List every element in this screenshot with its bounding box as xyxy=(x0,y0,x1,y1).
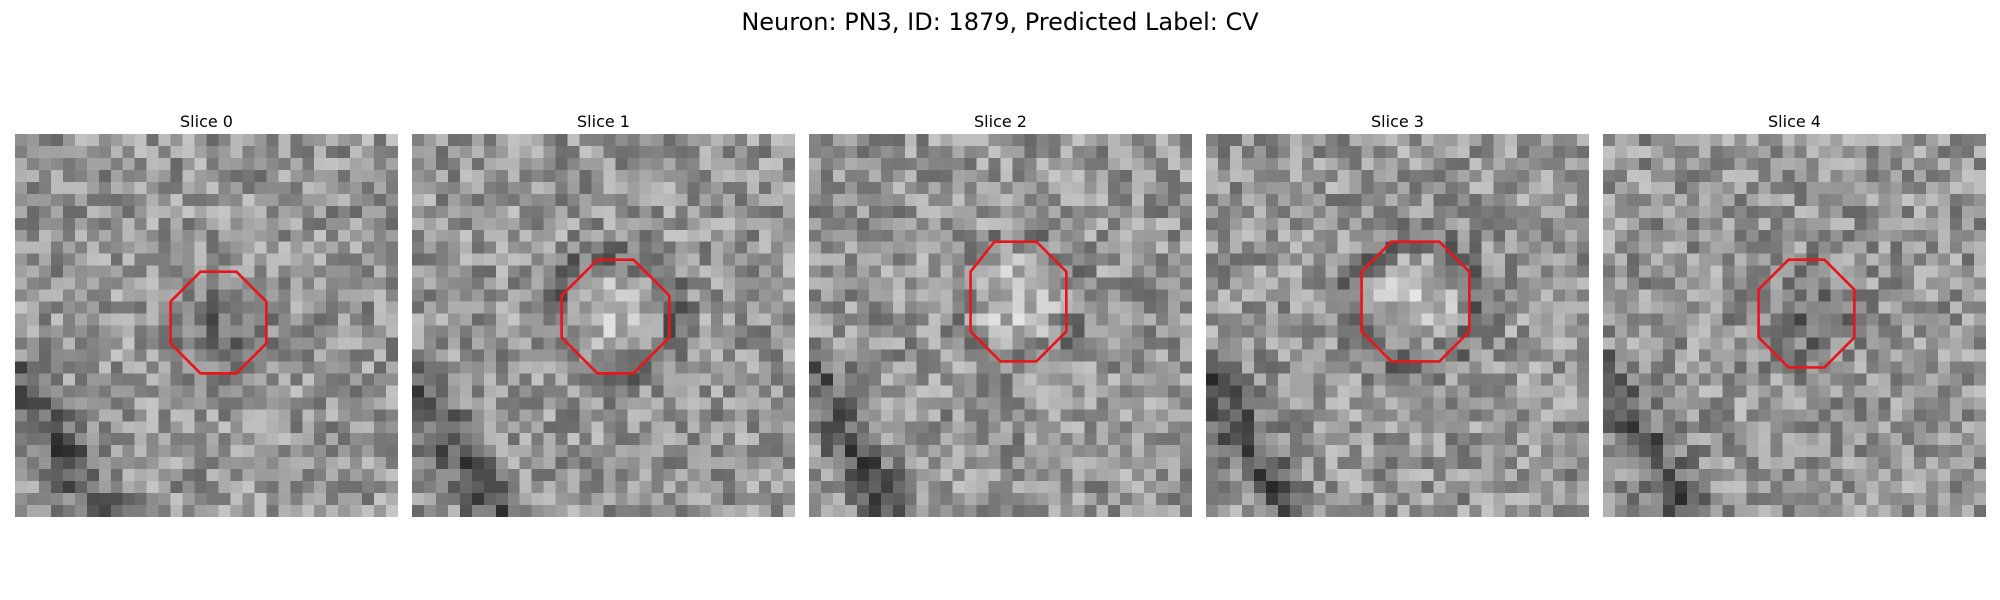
slice-contour-0 xyxy=(169,270,268,375)
slice-image-2 xyxy=(809,134,1192,517)
slice-pixels-2 xyxy=(809,134,1192,517)
slice-title-4: Slice 4 xyxy=(1768,112,1821,131)
slice-panel-4: Slice 4 xyxy=(1603,110,1986,517)
slice-panel-2: Slice 2 xyxy=(809,110,1192,517)
slice-contour-4 xyxy=(1757,258,1856,369)
slice-contour-1 xyxy=(560,258,671,375)
slice-pixels-3 xyxy=(1206,134,1589,517)
slice-image-3 xyxy=(1206,134,1589,517)
slice-contour-3 xyxy=(1360,240,1471,363)
slice-pixels-0 xyxy=(15,134,398,517)
slice-contour-2 xyxy=(969,240,1068,363)
slice-panel-0: Slice 0 xyxy=(15,110,398,517)
slice-panel-3: Slice 3 xyxy=(1206,110,1589,517)
slice-image-4 xyxy=(1603,134,1986,517)
slice-pixels-4 xyxy=(1603,134,1986,517)
slice-image-1 xyxy=(412,134,795,517)
slice-title-2: Slice 2 xyxy=(974,112,1027,131)
slice-pixels-1 xyxy=(412,134,795,517)
slice-title-0: Slice 0 xyxy=(180,112,233,131)
slice-title-3: Slice 3 xyxy=(1371,112,1424,131)
figure-title: Neuron: PN3, ID: 1879, Predicted Label: … xyxy=(741,8,1259,36)
slice-image-0 xyxy=(15,134,398,517)
slice-title-1: Slice 1 xyxy=(577,112,630,131)
slice-panel-1: Slice 1 xyxy=(412,110,795,517)
